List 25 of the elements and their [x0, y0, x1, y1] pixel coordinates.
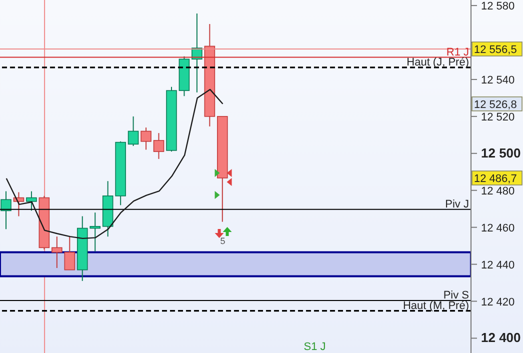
y-tick-label: 12 420	[481, 296, 515, 308]
text: 12 526,8	[474, 98, 517, 111]
candlestick	[140, 127, 152, 150]
text: 12 556,5	[474, 44, 517, 56]
y-tick-label: 12 540	[481, 74, 515, 86]
candlestick	[153, 132, 164, 160]
y-tick-label: 12 400	[481, 330, 521, 346]
line-series	[6, 88, 224, 240]
text: 12 486,7	[474, 172, 517, 185]
candlestick	[128, 116, 139, 147]
ref-line-label: Haut (J, Pré)	[406, 56, 469, 68]
y-tick-label: 12 580	[481, 0, 515, 13]
ref-line-label: Piv J	[445, 198, 469, 210]
annotation: S1 J	[304, 341, 326, 353]
y-tick-label: 12 520	[481, 111, 515, 124]
y-tick-label: 12 480	[481, 185, 515, 198]
y-tick-label: 12 440	[481, 259, 515, 272]
candlestick	[26, 190, 37, 212]
ref-line-label: R1 J	[446, 46, 469, 58]
candlestick	[0, 190, 12, 230]
ref-line-label: Haut (M, Pré)	[402, 300, 469, 312]
annotation: 5	[220, 236, 226, 246]
y-tick-label: 12 460	[481, 222, 515, 234]
y-tick-label: 12 500	[481, 145, 521, 160]
ref-line-label: Piv S	[443, 290, 469, 302]
